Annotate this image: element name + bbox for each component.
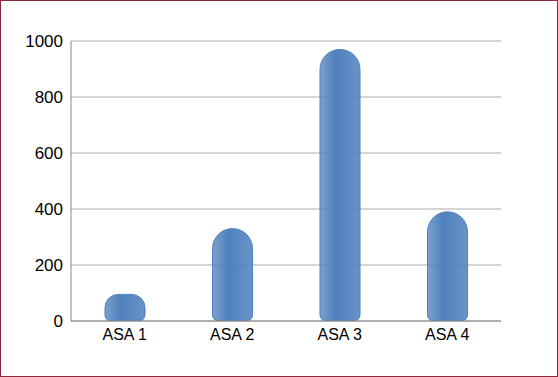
svg-text:0: 0 xyxy=(54,312,63,331)
svg-text:ASA 3: ASA 3 xyxy=(318,326,363,343)
svg-text:1000: 1000 xyxy=(25,32,63,51)
svg-text:ASA 2: ASA 2 xyxy=(210,326,255,343)
svg-text:ASA 4: ASA 4 xyxy=(425,326,470,343)
svg-text:600: 600 xyxy=(35,144,63,163)
svg-text:ASA 1: ASA 1 xyxy=(103,326,148,343)
svg-text:400: 400 xyxy=(35,200,63,219)
svg-text:200: 200 xyxy=(35,256,63,275)
svg-text:800: 800 xyxy=(35,88,63,107)
